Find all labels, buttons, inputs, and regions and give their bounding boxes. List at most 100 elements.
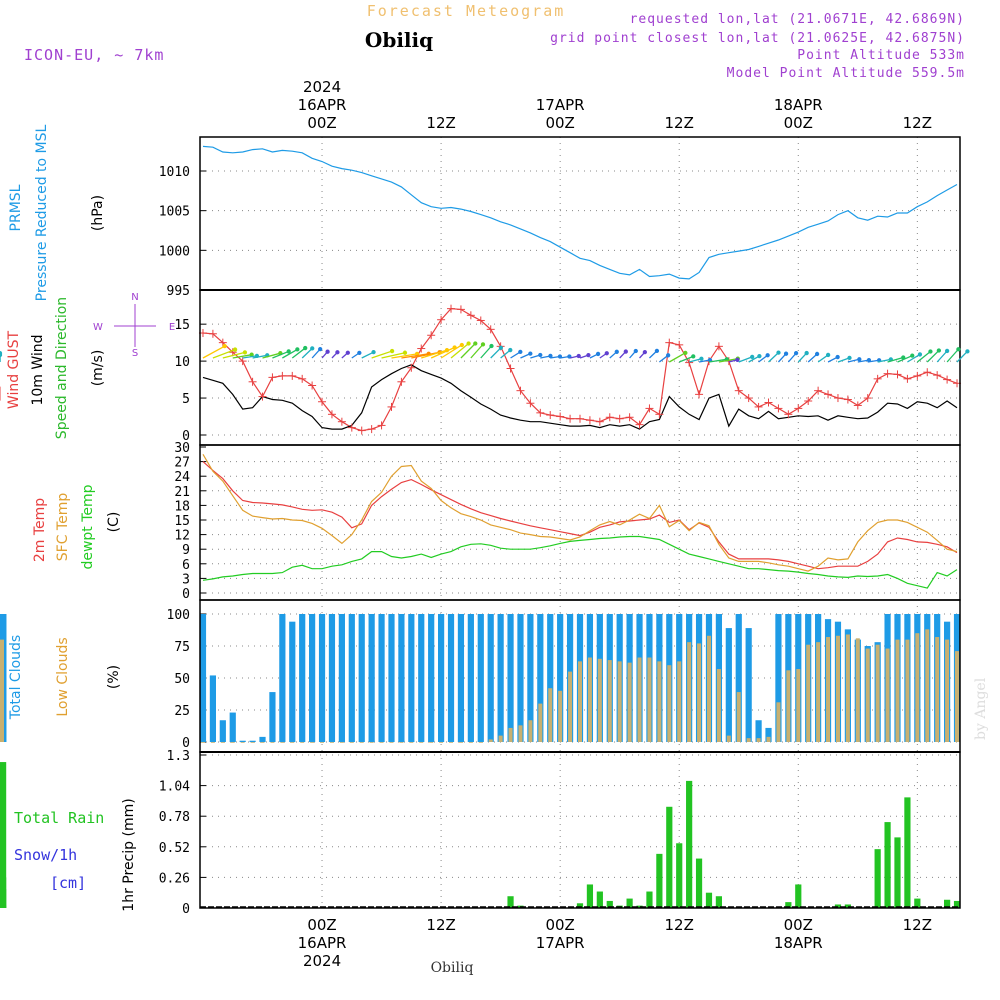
wind-arrow xyxy=(351,350,362,359)
rain-bar xyxy=(715,896,723,908)
wind-arrow xyxy=(946,347,961,363)
total-clouds-bar xyxy=(527,614,534,742)
panels: 9951000100510100510150369121518212427300… xyxy=(0,124,970,917)
gust-marker xyxy=(764,398,773,407)
total-clouds-bar xyxy=(299,614,306,742)
total-clouds-bar xyxy=(219,720,226,742)
gust-marker xyxy=(873,374,882,383)
temperature-series-2m-temp xyxy=(202,461,958,570)
gust-marker xyxy=(923,368,932,377)
low-clouds-bar xyxy=(0,649,4,742)
gust-marker xyxy=(308,381,317,390)
gust-marker xyxy=(566,414,575,423)
total-clouds-bar xyxy=(338,614,345,742)
pressure-ytick-label: 1010 xyxy=(159,165,190,180)
rain-bar xyxy=(676,843,683,908)
wind-arrow xyxy=(589,351,601,359)
low-clouds-label: Low Clouds xyxy=(55,637,71,716)
precip-unit-label: 1hr Precip (mm) xyxy=(121,798,137,911)
wind-arrow xyxy=(688,356,704,363)
rain-bar xyxy=(944,899,951,908)
clouds-unit-label: (%) xyxy=(106,665,122,689)
wind-arrow xyxy=(797,350,809,363)
precip-ytick-label: 0 xyxy=(182,902,190,917)
total-clouds-bar xyxy=(447,614,455,742)
pressure-grid xyxy=(200,137,960,290)
total-clouds-bar xyxy=(229,712,236,742)
low-clouds-bar xyxy=(409,742,414,743)
precip-ytick-label: 1.04 xyxy=(159,780,190,795)
low-clouds-bar xyxy=(945,639,950,742)
rain-bar xyxy=(686,780,693,908)
low-clouds-bar xyxy=(389,742,394,743)
gust-marker xyxy=(695,390,704,399)
low-clouds-bar xyxy=(716,669,721,742)
temperature-ytick-label: 3 xyxy=(182,572,190,587)
rain-bar xyxy=(795,884,802,908)
low-clouds-bar xyxy=(786,670,791,742)
wind-arrow xyxy=(936,348,950,363)
gust-marker xyxy=(476,316,485,325)
low-clouds-bar xyxy=(329,742,334,743)
gust-marker xyxy=(357,426,366,435)
clouds-ytick-label: 100 xyxy=(167,608,190,623)
gust-marker xyxy=(347,423,356,432)
rain-bar xyxy=(894,837,901,908)
temp-dewpt-label: dewpt Temp xyxy=(80,484,96,569)
low-clouds-bar xyxy=(359,742,364,743)
low-clouds-bar xyxy=(349,742,354,743)
wind-arrow xyxy=(391,351,420,359)
total-clouds-bar xyxy=(199,614,207,742)
low-clouds-bar xyxy=(706,635,711,742)
temp-2m-label: 2m Temp xyxy=(32,498,48,562)
gust-marker xyxy=(625,413,634,422)
low-clouds-bar xyxy=(637,657,642,742)
compass-n: N xyxy=(131,292,138,303)
precip-ytick-label: 0.52 xyxy=(159,841,190,856)
rain-bar xyxy=(874,849,881,908)
gust-marker xyxy=(824,390,833,399)
low-clouds-bar xyxy=(508,727,513,742)
gust-marker xyxy=(238,357,247,366)
low-clouds-bar xyxy=(419,742,424,743)
wind-direction-label: Speed and Direction xyxy=(54,297,70,439)
wind-arrow xyxy=(609,349,619,359)
wind-ytick-label: 10 xyxy=(174,355,190,370)
axis-labels: PRMSL Pressure Reduced to MSL (hPa) Wind GU… xyxy=(6,124,137,911)
low-clouds-bar xyxy=(558,690,563,742)
wind-arrow xyxy=(619,349,628,359)
wind-arrow xyxy=(500,347,513,359)
top-hour-label: 12Z xyxy=(426,114,455,132)
wind-arrow xyxy=(748,353,762,363)
wind-direction-arrows xyxy=(0,341,970,363)
bottom-time-label: 2024 xyxy=(303,952,341,970)
low-clouds-bar xyxy=(845,634,850,742)
total-clouds-bar xyxy=(428,614,435,742)
total-clouds-bar xyxy=(735,614,742,742)
low-clouds-bar xyxy=(320,742,325,743)
wind-arrow xyxy=(897,353,915,363)
wind-arrow xyxy=(758,353,770,363)
low-clouds-bar xyxy=(310,742,315,743)
pressure-label-short: PRMSL xyxy=(8,184,24,231)
gust-marker xyxy=(208,329,217,338)
low-clouds-bar xyxy=(766,736,771,742)
product-title: Forecast Meteogram xyxy=(367,2,566,20)
wind-10m-label: 10m Wind xyxy=(30,334,46,405)
wind-arrow xyxy=(321,349,330,359)
low-clouds-bar xyxy=(687,642,692,742)
low-clouds-bar xyxy=(855,638,860,742)
top-hour-label: 00Z xyxy=(307,114,336,132)
low-clouds-bar xyxy=(379,742,384,743)
low-clouds-bar xyxy=(667,665,672,742)
top-date-label: 17APR xyxy=(536,96,585,114)
temperature-ytick-label: 15 xyxy=(174,514,190,529)
wind-arrow xyxy=(817,352,831,363)
rain-bar xyxy=(596,891,603,908)
low-clouds-bar xyxy=(756,738,761,742)
total-clouds-bar xyxy=(725,628,732,742)
rain-bar xyxy=(636,905,643,908)
rain-bar xyxy=(904,797,911,908)
total-clouds-bar xyxy=(249,740,256,742)
